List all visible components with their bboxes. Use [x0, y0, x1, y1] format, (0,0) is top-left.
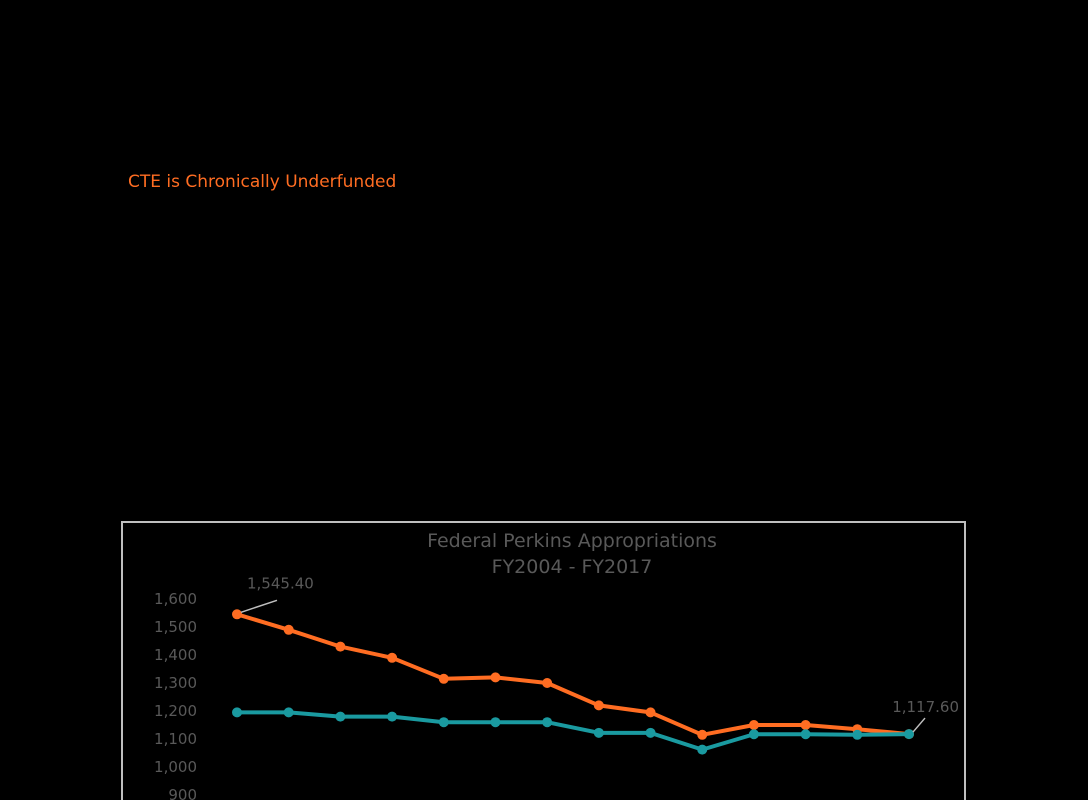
data-point: [800, 720, 811, 730]
y-tick-label: 1,100: [154, 730, 197, 748]
data-point: [490, 717, 501, 728]
data-point: [387, 652, 398, 663]
annotation-leader-line: [240, 599, 278, 613]
data-point: [232, 707, 242, 718]
data-point: [697, 744, 708, 755]
data-point: [283, 707, 294, 718]
page-heading: CTE is Chronically Underfunded: [128, 172, 397, 192]
y-tick-label: 1,600: [154, 590, 197, 608]
data-point: [232, 609, 242, 620]
data-label: 1,545.40: [247, 574, 314, 592]
perkins-line-chart: Federal Perkins Appropriations FY2004 - …: [154, 530, 959, 800]
annotation-leader-line: [912, 717, 926, 733]
data-point: [748, 729, 759, 740]
y-tick-label: 1,400: [154, 646, 197, 664]
y-axis-ticks: 900 1,000 1,100 1,200 1,300 1,400 1,500 1,600: [154, 590, 197, 800]
data-point: [645, 727, 656, 738]
series-0: [232, 609, 914, 740]
data-label: 1,117.60: [892, 698, 959, 716]
data-point: [542, 717, 553, 728]
y-tick-label: 1,000: [154, 758, 197, 776]
data-point: [542, 678, 553, 688]
y-tick-label: 1,500: [154, 618, 197, 636]
y-tick-label: 900: [168, 786, 197, 800]
data-point: [335, 641, 346, 652]
chart-title: Federal Perkins Appropriations: [427, 530, 717, 552]
data-point: [335, 711, 346, 722]
data-point: [387, 711, 398, 722]
data-point: [438, 717, 449, 728]
data-point: [904, 729, 914, 740]
series-1: [232, 707, 914, 755]
data-point: [283, 624, 294, 635]
data-point: [593, 700, 604, 711]
data-point: [438, 673, 449, 684]
series-lines: [232, 609, 914, 755]
chart-subtitle: FY2004 - FY2017: [492, 556, 653, 578]
data-point: [800, 729, 811, 740]
y-tick-label: 1,300: [154, 674, 197, 692]
data-point: [490, 672, 501, 683]
y-tick-label: 1,200: [154, 702, 197, 720]
data-point: [697, 729, 708, 740]
data-point: [748, 720, 759, 730]
data-point: [645, 707, 656, 718]
data-annotations: 1,545.40 1,117.60: [240, 574, 959, 733]
series-line: [235, 710, 911, 752]
chart-frame: Federal Perkins Appropriations FY2004 - …: [121, 521, 966, 800]
series-line: [235, 612, 911, 737]
data-point: [593, 727, 604, 738]
data-point: [852, 729, 863, 740]
